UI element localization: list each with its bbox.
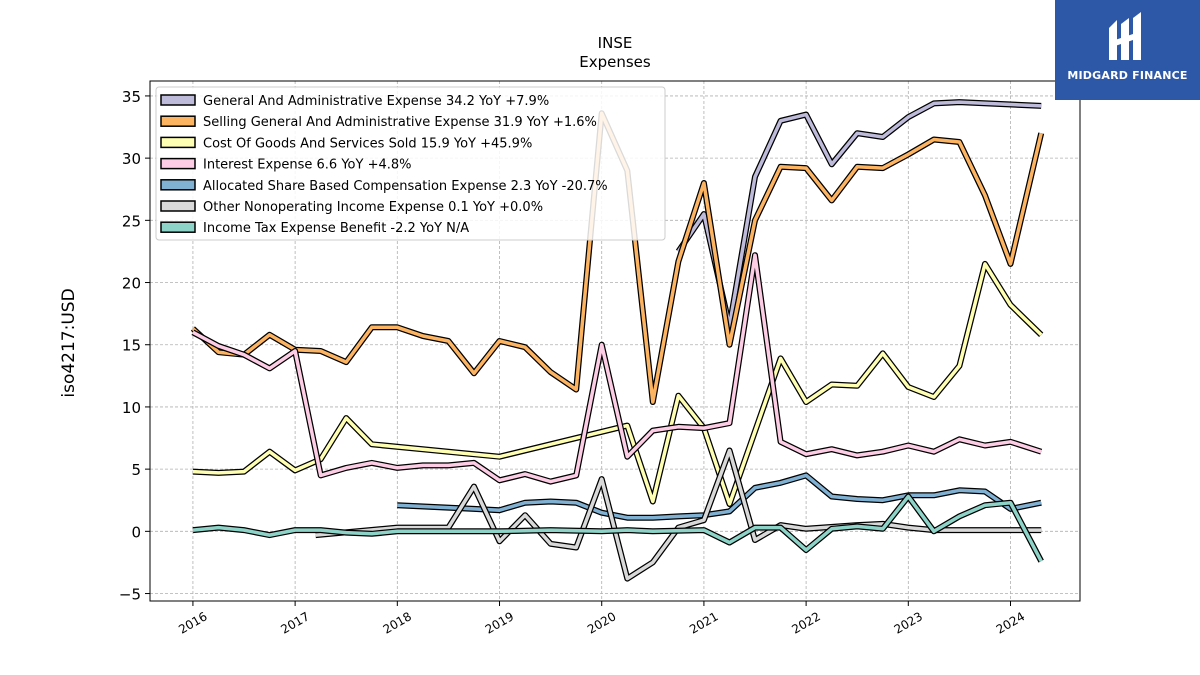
x-tick-label: 2017 (278, 609, 311, 636)
series-line-1 (675, 99, 1042, 330)
x-tick-label: 2018 (381, 609, 414, 636)
plot-frame (149, 80, 1081, 602)
legend-label: Selling General And Administrative Expen… (203, 115, 597, 130)
y-axis: −5 0 5 10 15 20 25 30 35 (119, 88, 150, 604)
x-tick-label: 2016 (176, 609, 209, 636)
legend-label: General And Administrative Expense 34.2 … (203, 94, 549, 109)
series-line-stroke (192, 253, 1042, 484)
legend-frame (155, 86, 666, 241)
legend-label: Income Tax Expense Benefit -2.2 YoY N/A (203, 221, 469, 236)
legend-label: Cost Of Goods And Services Sold 15.9 YoY… (203, 136, 532, 151)
legend-label: Allocated Share Based Compensation Expen… (203, 179, 608, 194)
legend-label: Other Nonoperating Income Expense 0.1 Yo… (203, 200, 543, 215)
legend-label: Interest Expense 6.6 YoY +4.8% (203, 158, 412, 173)
logo-text: MIDGARD FINANCE (1067, 69, 1188, 82)
legend-swatch (160, 115, 196, 127)
y-tick-label: 20 (122, 275, 141, 293)
series-line-4 (191, 252, 1043, 485)
y-tick-label: 30 (122, 150, 141, 168)
y-tick-label: 5 (131, 461, 141, 479)
x-axis: 2016 2017 2018 2019 2020 2021 2022 2023 2024 (176, 601, 1027, 637)
chart-title: INSE (598, 34, 633, 52)
legend: General And Administrative Expense 34.2 … (155, 86, 666, 241)
y-tick-label: 10 (122, 399, 141, 417)
x-tick-label: 2019 (483, 609, 516, 636)
legend-swatch (160, 94, 196, 106)
x-tick-label: 2020 (585, 609, 618, 636)
series-line-stroke (315, 448, 1042, 581)
legend-swatch (160, 179, 196, 191)
x-tick-label: 2021 (687, 609, 720, 636)
midgard-logo-icon (1109, 12, 1141, 60)
brand-logo: MIDGARD FINANCE (1055, 0, 1200, 100)
x-tick-label: 2024 (994, 609, 1027, 636)
series-line-7 (192, 493, 1044, 563)
y-tick-label: 15 (122, 337, 141, 355)
legend-swatch (160, 200, 196, 212)
y-tick-label: 0 (131, 523, 141, 541)
series-line-stroke (192, 494, 1043, 563)
series-line-6 (315, 447, 1042, 582)
legend-swatch (160, 136, 196, 149)
x-tick-label: 2023 (892, 609, 925, 636)
series-line-outline (675, 99, 1042, 330)
y-tick-label: −5 (119, 586, 141, 604)
x-tick-label: 2022 (789, 609, 822, 636)
legend-swatch (160, 221, 196, 233)
y-tick-label: 25 (122, 212, 141, 230)
chart-subtitle: Expenses (579, 53, 651, 71)
legend-swatch (160, 157, 196, 170)
series-line-3 (192, 260, 1044, 507)
y-axis-label: iso4217:USD (59, 288, 79, 397)
y-tick-label: 35 (122, 88, 141, 106)
series-line-stroke (192, 262, 1043, 506)
